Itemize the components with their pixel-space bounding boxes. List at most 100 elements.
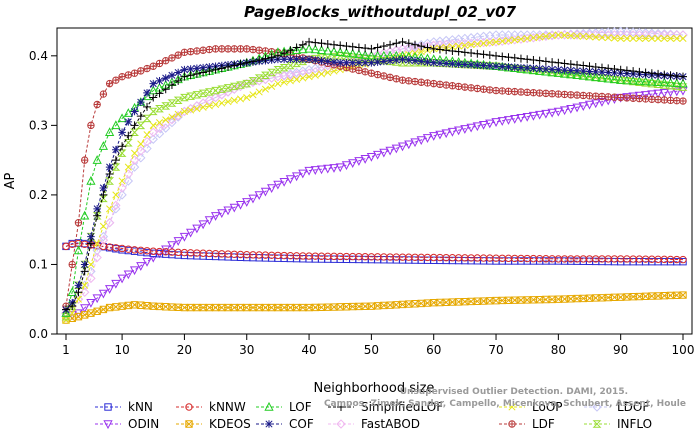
data-point-odin <box>235 200 246 210</box>
data-point-odin <box>360 155 370 164</box>
data-point-simplifiedlof <box>467 49 476 58</box>
data-point-odin <box>422 134 433 143</box>
data-point-ldf <box>417 78 425 86</box>
data-point-ldof <box>173 112 183 122</box>
data-point-simplifiedlof <box>342 42 351 51</box>
data-point-loop <box>648 34 656 42</box>
data-point-ldf <box>535 89 544 97</box>
data-point-cof <box>604 68 613 77</box>
data-point-inflo <box>136 121 146 130</box>
data-point-simplifiedlof <box>248 57 257 66</box>
data-point-loop <box>623 34 631 42</box>
legend-marker-kdeos <box>185 420 193 428</box>
data-point-odin <box>510 115 520 124</box>
data-point-simplifiedlof <box>273 51 282 60</box>
data-point-kdeos <box>411 300 419 308</box>
data-point-ldf <box>186 48 195 56</box>
data-point-loop <box>548 32 556 40</box>
data-point-cof <box>442 59 450 68</box>
legend-marker-ldof <box>592 402 602 412</box>
data-point-simplifiedlof <box>485 51 494 60</box>
data-point-simplifiedlof <box>143 102 152 111</box>
data-point-odin <box>522 112 532 122</box>
x-tick-label: 90 <box>613 343 628 357</box>
data-point-ldf <box>467 84 475 92</box>
data-point-loop <box>131 149 139 157</box>
data-point-simplifiedlof <box>217 64 226 73</box>
data-point-simplifiedlof <box>305 37 314 46</box>
data-point-ldf <box>567 91 575 99</box>
data-point-ldf <box>529 89 538 97</box>
data-point-fastabod <box>609 30 620 40</box>
data-point-ldof <box>148 134 158 144</box>
legend-marker-odin <box>103 420 113 430</box>
data-point-loop <box>137 140 145 148</box>
data-point-fastabod <box>148 127 158 138</box>
watermark-line-2: Campos, Zimek, Sander, Campello, Micenko… <box>324 399 686 409</box>
y-tick-label: 0.0 <box>29 327 48 341</box>
data-point-lof <box>61 308 71 317</box>
data-point-odin <box>217 209 227 219</box>
data-point-simplifiedlof <box>392 39 401 48</box>
data-point-simplifiedlof <box>579 61 588 70</box>
data-point-loop <box>455 42 463 50</box>
legend-marker-fastabod <box>336 419 346 429</box>
data-point-loop <box>504 36 513 45</box>
data-point-lof <box>316 45 327 54</box>
data-point-lof <box>603 73 613 83</box>
data-point-odin <box>659 88 669 98</box>
data-point-lof <box>678 78 688 88</box>
data-point-cof <box>124 118 133 126</box>
data-point-odin <box>397 142 408 152</box>
data-point-odin <box>285 175 295 184</box>
data-point-ldf <box>112 76 120 84</box>
data-point-loop <box>598 33 606 41</box>
data-point-lof <box>609 74 620 84</box>
data-point-ldf <box>398 76 407 84</box>
legend-label-inflo: INFLO <box>617 417 652 431</box>
data-point-simplifiedlof <box>255 55 264 64</box>
data-point-odin <box>385 146 395 156</box>
legend-item-lof: LOF <box>256 400 312 414</box>
data-point-lof <box>547 67 557 77</box>
data-point-loop <box>268 82 276 90</box>
data-point-loop <box>492 38 500 46</box>
data-point-odin <box>316 165 327 175</box>
data-point-loop <box>81 281 89 289</box>
data-point-simplifiedlof <box>118 142 127 151</box>
data-point-kdeos <box>511 296 519 304</box>
data-point-loop <box>480 39 488 47</box>
data-point-kdeos <box>542 295 550 304</box>
data-point-loop <box>236 95 245 103</box>
data-point-fastabod <box>597 30 607 40</box>
data-point-cof <box>404 56 413 64</box>
data-point-loop <box>149 121 157 129</box>
data-point-simplifiedlof <box>460 48 469 57</box>
data-point-ldf <box>105 80 114 88</box>
data-point-ldof <box>497 30 507 40</box>
data-point-inflo <box>223 84 233 92</box>
data-point-cof <box>542 65 550 73</box>
data-point-simplifiedlof <box>647 69 656 78</box>
data-point-cof <box>342 58 351 67</box>
data-point-odin <box>466 123 476 133</box>
data-point-cof <box>348 58 357 67</box>
data-point-odin <box>416 136 426 146</box>
data-point-simplifiedlof <box>354 43 363 52</box>
data-point-loop <box>286 77 294 85</box>
data-point-odin <box>584 100 595 110</box>
x-axis-label: Neighborhood size <box>314 381 435 396</box>
data-point-inflo <box>217 85 227 93</box>
data-point-simplifiedlof <box>573 60 582 69</box>
data-point-inflo <box>204 88 214 96</box>
data-point-kdeos <box>211 303 220 312</box>
data-point-cof <box>180 65 189 74</box>
data-point-kdeos <box>137 301 145 309</box>
data-point-loop <box>255 88 263 96</box>
legend-item-knnw: kNNW <box>176 400 246 414</box>
data-point-loop <box>311 71 319 79</box>
data-point-kdeos <box>486 297 494 305</box>
data-point-cof <box>417 57 426 66</box>
data-point-cof <box>299 55 307 64</box>
data-point-fastabod <box>235 81 246 92</box>
